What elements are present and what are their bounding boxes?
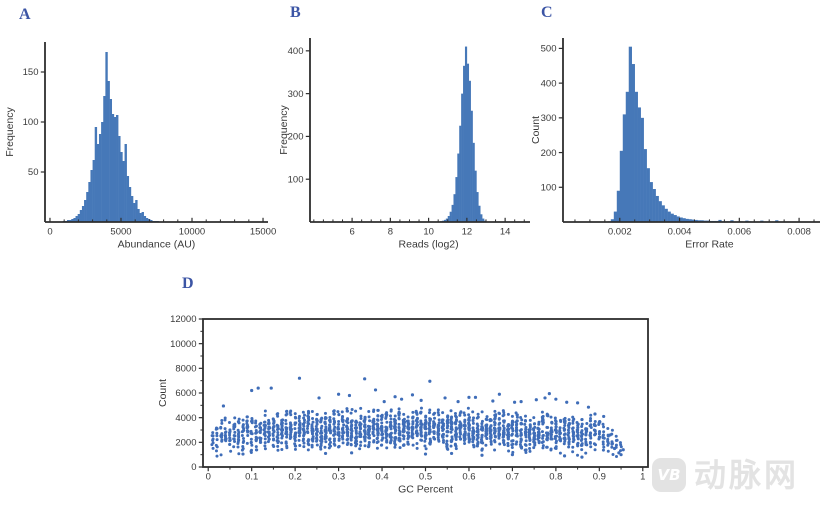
histogram-error-rate: 0.002 0.004 0.006 0.008 100 200 300 400 500 Error… xyxy=(530,38,820,251)
histogram-reads-log2: 6 8 10 12 14 100 200 300 400 Reads (log2) Frequenc… xyxy=(278,38,530,251)
svg-text:4000: 4000 xyxy=(175,413,196,424)
svg-text:500: 500 xyxy=(541,44,557,55)
svg-text:Frequency: Frequency xyxy=(4,106,16,156)
svg-text:100: 100 xyxy=(23,117,39,128)
svg-text:Abundance (AU): Abundance (AU) xyxy=(118,239,196,251)
svg-text:15000: 15000 xyxy=(250,227,276,238)
watermark: VB 动脉网 xyxy=(652,458,799,492)
watermark-logo-icon: VB xyxy=(652,458,686,492)
svg-text:0.9: 0.9 xyxy=(593,472,606,483)
svg-text:200: 200 xyxy=(288,132,304,143)
svg-text:400: 400 xyxy=(541,78,557,89)
svg-text:0.2: 0.2 xyxy=(289,472,302,483)
svg-text:0.004: 0.004 xyxy=(668,227,692,238)
panel-label-b: B xyxy=(290,4,301,21)
svg-text:10000: 10000 xyxy=(170,339,196,350)
panel-label-a: A xyxy=(19,6,31,23)
svg-text:100: 100 xyxy=(541,182,557,193)
scatter-gc-percent: 0 0.1 0.2 0.3 0.4 0.5 0.6 0.7 0.8 0.9 1 0 2000 4000 60… xyxy=(157,314,649,496)
svg-text:Error Rate: Error Rate xyxy=(685,239,734,251)
svg-text:8000: 8000 xyxy=(175,364,196,375)
svg-text:12000: 12000 xyxy=(170,314,196,325)
svg-text:1: 1 xyxy=(640,472,645,483)
svg-text:2000: 2000 xyxy=(175,438,196,449)
svg-text:0.6: 0.6 xyxy=(462,472,475,483)
svg-text:0.8: 0.8 xyxy=(549,472,562,483)
svg-text:0.7: 0.7 xyxy=(506,472,519,483)
watermark-brand-text: 动脉网 xyxy=(694,456,800,494)
svg-text:Reads (log2): Reads (log2) xyxy=(399,239,459,251)
svg-text:12: 12 xyxy=(462,227,473,238)
svg-text:0.5: 0.5 xyxy=(419,472,432,483)
svg-text:GC Percent: GC Percent xyxy=(398,484,453,496)
histogram-abundance: 0 5000 10000 15000 50 100 150 Abundance (AU) Fre… xyxy=(4,42,276,251)
svg-text:10000: 10000 xyxy=(179,227,205,238)
svg-text:300: 300 xyxy=(288,89,304,100)
svg-text:0.006: 0.006 xyxy=(727,227,751,238)
svg-text:Frequency: Frequency xyxy=(278,104,290,154)
svg-text:5000: 5000 xyxy=(110,227,131,238)
svg-text:0.4: 0.4 xyxy=(375,472,388,483)
svg-text:400: 400 xyxy=(288,46,304,57)
svg-text:0.008: 0.008 xyxy=(787,227,811,238)
svg-text:0: 0 xyxy=(191,462,196,473)
svg-text:0: 0 xyxy=(47,227,52,238)
svg-text:150: 150 xyxy=(23,67,39,78)
svg-text:6: 6 xyxy=(349,227,354,238)
svg-text:200: 200 xyxy=(541,148,557,159)
panel-label-d: D xyxy=(182,275,194,292)
svg-text:0.002: 0.002 xyxy=(608,227,632,238)
svg-text:8: 8 xyxy=(388,227,393,238)
svg-text:10: 10 xyxy=(423,227,434,238)
svg-text:50: 50 xyxy=(28,167,39,178)
svg-text:0.1: 0.1 xyxy=(245,472,258,483)
panel-label-c: C xyxy=(541,4,553,21)
svg-text:0.3: 0.3 xyxy=(332,472,345,483)
svg-text:Count: Count xyxy=(530,116,542,144)
svg-text:300: 300 xyxy=(541,113,557,124)
svg-text:14: 14 xyxy=(500,227,511,238)
svg-text:100: 100 xyxy=(288,174,304,185)
svg-text:6000: 6000 xyxy=(175,388,196,399)
svg-text:0: 0 xyxy=(206,472,211,483)
svg-text:Count: Count xyxy=(157,379,169,407)
